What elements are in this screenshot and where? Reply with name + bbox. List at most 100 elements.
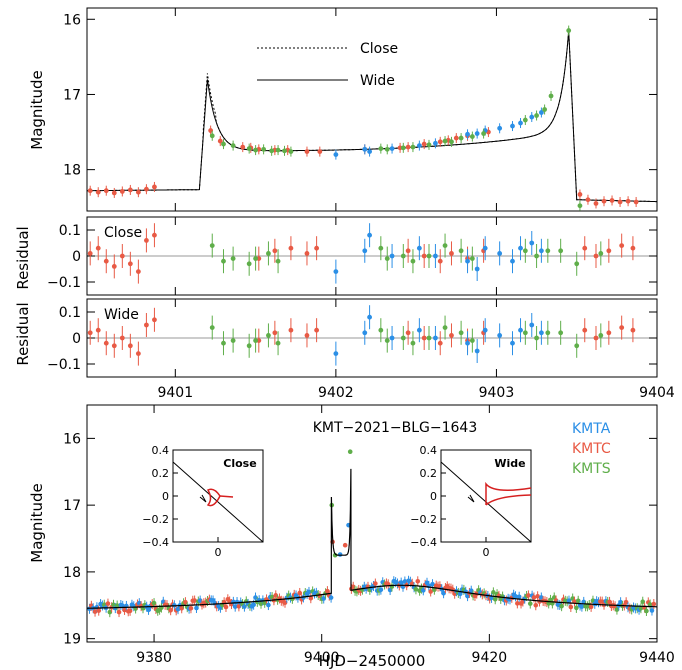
inset-close: 0.4 0.2 0 −0.2 −0.4 0 Close — [142, 444, 264, 559]
residual-close-point-kmtc — [421, 253, 427, 259]
residual-wide-point-kmtc — [144, 322, 149, 328]
full-point-kmts — [640, 599, 646, 605]
full-point-kmta — [266, 602, 271, 608]
full-point-kmta — [253, 595, 258, 600]
zoom-point-kmtc — [437, 139, 443, 145]
residual-close-point-kmta — [529, 240, 535, 246]
legend-kmtc: KMTC — [572, 441, 611, 457]
residual-close-point-kmtc — [288, 245, 294, 251]
full-point-kmta — [387, 587, 393, 593]
residual-wide-point-kmtc — [405, 330, 411, 336]
residual-close-point-kmtc — [437, 258, 443, 264]
residual-close-point-kmtc — [272, 248, 278, 254]
residual-close-point-kmts — [534, 253, 539, 259]
zoom-ytick-label: 17 — [63, 87, 81, 103]
residual-wide-point-kmts — [246, 343, 252, 349]
residual-wide-xtick-label: 9401 — [157, 385, 193, 401]
full-point-kmta — [516, 594, 522, 600]
residual-close-point-kmta — [497, 251, 503, 256]
full-point-kmtc — [373, 581, 378, 586]
zoom-point-kmta — [538, 110, 544, 115]
full-point-kmtc — [297, 590, 303, 596]
residual-close-point-kmts — [246, 261, 252, 267]
full-point-kmtc — [188, 605, 194, 611]
zoom-legend: Close Wide — [257, 41, 398, 89]
residual-close-ytick-label: 0.1 — [59, 223, 81, 239]
full-point-kmts — [559, 603, 564, 609]
residual-close-point-kmta — [538, 248, 544, 254]
residual-close-point-kmta — [482, 245, 488, 251]
residual-wide-point-kmtc — [582, 327, 588, 333]
residual-close-point-kmts — [275, 258, 281, 264]
zoom-point-kmts — [246, 146, 252, 151]
zoom-point-kmtc — [609, 198, 615, 203]
zoom-point-kmtc — [217, 138, 223, 144]
zoom-point-kmts — [269, 148, 275, 154]
residual-wide-point-kmtc — [87, 330, 93, 336]
full-point-kmta — [251, 602, 256, 608]
zoom-point-kmtc — [453, 135, 459, 141]
residual-wide-point-kmts — [458, 330, 464, 336]
residual-close-point-kmtc — [606, 248, 612, 254]
residual-wide-point-kmts — [598, 333, 604, 338]
zoom-point-kmts — [209, 133, 215, 139]
residual-wide-point-kmta — [529, 322, 535, 328]
full-point-kmta — [539, 595, 544, 600]
residual-close-label: Close — [104, 225, 142, 241]
zoom-point-kmta — [474, 131, 480, 136]
full-point-kmta — [649, 608, 655, 613]
full-point-kmts — [638, 605, 644, 611]
zoom-point-kmts — [400, 145, 406, 151]
residual-wide-point-kmtc — [95, 327, 101, 333]
residual-wide-point-kmts — [558, 330, 564, 336]
full-point-kmtc — [273, 593, 279, 598]
full-point-kmtc — [588, 604, 594, 610]
residual-close-point-kmtc — [582, 245, 588, 251]
residual-wide-point-kmtc — [103, 340, 109, 346]
residual-wide-point-kmts — [384, 338, 390, 343]
zoom-point-kmta — [389, 146, 395, 151]
residual-close-point-kmtc — [111, 264, 117, 269]
residual-wide-point-kmtc — [437, 340, 443, 346]
zoom-point-kmts — [458, 135, 464, 141]
zoom-point-kmtc — [633, 199, 639, 205]
residual-close-panel: 0.1 0 −0.1 Close — [47, 216, 658, 296]
residual-close-point-kmtc — [630, 245, 636, 251]
zoom-point-kmts — [378, 146, 384, 151]
full-point-kmtc — [223, 604, 229, 610]
residual-wide-point-kmts — [469, 338, 475, 343]
residual-close-point-kmts — [426, 253, 432, 259]
residual-wide-point-kmts — [442, 325, 448, 330]
full-point-kmta — [402, 579, 408, 584]
zoom-point-kmts — [542, 107, 548, 112]
inset-close-caustic — [206, 488, 221, 507]
inset-close-ytick-label: −0.4 — [142, 536, 169, 549]
inset-close-ytick-label: 0.2 — [152, 467, 170, 480]
zoom-ytick-label: 18 — [63, 163, 81, 179]
residual-wide-point-kmts — [275, 340, 281, 346]
zoom-point-kmts — [577, 203, 583, 209]
full-point-kmtc — [651, 601, 657, 607]
residual-wide-ylabel: Residual — [14, 302, 32, 365]
residual-close-point-kmts — [410, 258, 416, 264]
zoom-point-kmta — [433, 140, 438, 146]
zoom-point-kmts — [230, 143, 236, 148]
zoom-point-kmts — [410, 144, 416, 150]
residual-wide-point-kmta — [518, 327, 523, 333]
residual-close-point-kmts — [253, 256, 258, 261]
residual-close-point-kmtc — [135, 269, 141, 274]
residual-close-ytick-label: −0.1 — [47, 275, 81, 291]
full-point-kmtc — [531, 595, 537, 600]
full-ytick-label: 19 — [63, 632, 81, 648]
zoom-point-kmta — [333, 152, 339, 158]
residual-wide-point-kmtc — [152, 317, 157, 323]
full-point-kmtc — [325, 588, 330, 594]
zoom-point-kmts — [426, 142, 432, 148]
zoom-point-kmtc — [317, 149, 323, 155]
inset-wide-ytick-label: −0.4 — [410, 536, 437, 549]
event-title: KMT−2021−BLG−1643 — [313, 420, 478, 436]
residual-close-point-kmts — [574, 261, 580, 267]
full-point-kmtc — [168, 607, 173, 613]
residual-close-point-kmts — [522, 248, 528, 254]
residual-close-point-kmts — [558, 248, 564, 254]
